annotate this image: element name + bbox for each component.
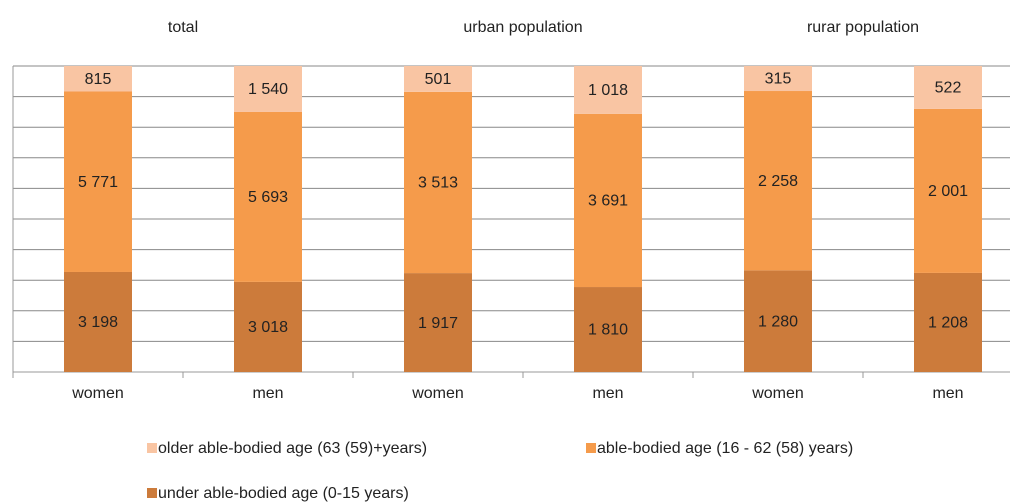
legend-swatch xyxy=(147,443,157,453)
legend-swatch xyxy=(147,488,157,498)
bar-segment xyxy=(574,287,642,372)
bar-segment xyxy=(234,66,302,112)
bar-segment xyxy=(234,111,302,282)
data-label: 2 001 xyxy=(928,183,968,200)
data-label: 5 771 xyxy=(78,174,118,191)
legend-label: able-bodied age (16 - 62 (58) years) xyxy=(597,440,853,457)
bar-segment xyxy=(914,66,982,109)
x-tick-label: women xyxy=(751,385,804,402)
group-label: urban population xyxy=(463,19,582,36)
data-label: 3 018 xyxy=(248,319,288,336)
x-tick-label: women xyxy=(71,385,124,402)
data-label: 1 810 xyxy=(588,322,628,339)
bar-segment xyxy=(914,108,982,273)
data-label: 315 xyxy=(765,71,792,88)
data-label: 815 xyxy=(85,71,112,88)
data-label: 1 208 xyxy=(928,315,968,332)
bar-segment xyxy=(404,273,472,372)
data-label: 3 198 xyxy=(78,314,118,331)
bar-segment xyxy=(744,66,812,92)
data-label: 1 280 xyxy=(758,313,798,330)
bar-segment xyxy=(64,91,132,272)
bar-segment xyxy=(234,281,302,372)
bar-segment xyxy=(744,91,812,271)
data-label: 522 xyxy=(935,80,962,97)
data-label: 1 018 xyxy=(588,82,628,99)
data-label: 501 xyxy=(425,71,452,88)
bar-segment xyxy=(574,113,642,288)
bar-segment xyxy=(744,270,812,372)
data-label: 2 258 xyxy=(758,173,798,190)
legend-label: older able-bodied age (63 (59)+years) xyxy=(158,440,427,457)
data-label: 3 691 xyxy=(588,193,628,210)
bar-segment xyxy=(914,272,982,372)
bar-segment xyxy=(574,66,642,114)
x-tick-label: men xyxy=(592,385,623,402)
bar-segment xyxy=(404,91,472,274)
data-label: 1 917 xyxy=(418,315,458,332)
bar-segment xyxy=(404,66,472,92)
data-label: 3 513 xyxy=(418,175,458,192)
bar-segment xyxy=(64,66,132,92)
legend-label: under able-bodied age (0-15 years) xyxy=(158,485,409,502)
legend-swatch xyxy=(586,443,596,453)
x-tick-label: men xyxy=(932,385,963,402)
data-label: 5 693 xyxy=(248,189,288,206)
x-tick-label: women xyxy=(411,385,464,402)
group-label: rurar population xyxy=(807,19,919,36)
group-label: total xyxy=(168,19,198,36)
data-label: 1 540 xyxy=(248,81,288,98)
bar-segment xyxy=(64,271,132,372)
x-tick-label: men xyxy=(252,385,283,402)
